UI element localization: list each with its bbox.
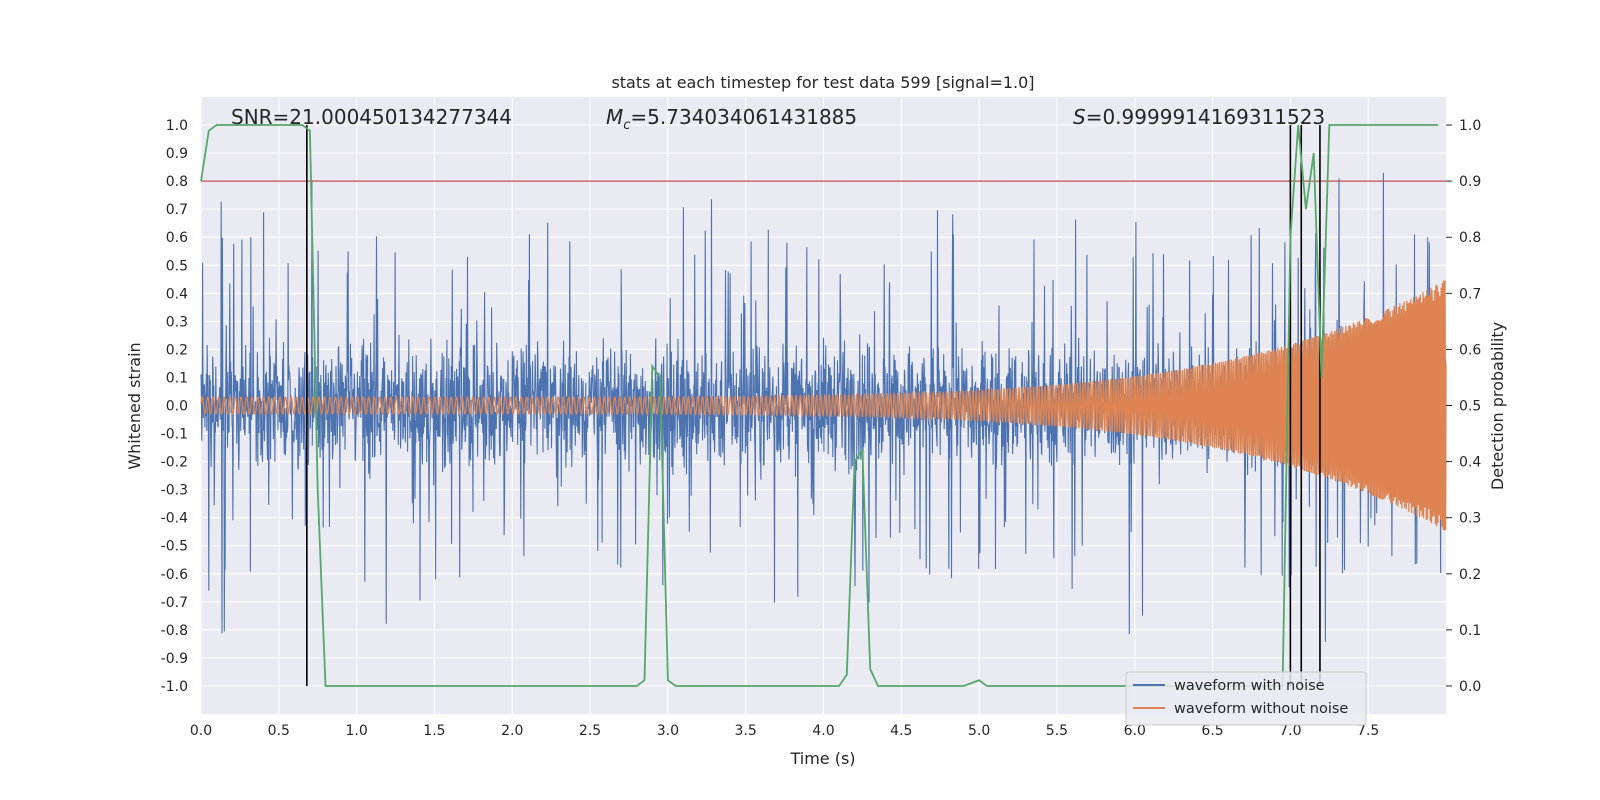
y-tick-label: 0.6 xyxy=(166,230,188,246)
y-tick-label: 0.3 xyxy=(166,314,188,330)
x-tick-label: 1.0 xyxy=(345,723,367,739)
y-tick-label: 0.7 xyxy=(166,202,188,218)
y-tick-label: -0.6 xyxy=(161,567,188,583)
y2-tick-label: 0.3 xyxy=(1459,511,1481,527)
x-tick-label: 1.5 xyxy=(423,723,445,739)
y-axis-ticks: 1.0 0.9 0.8 0.7 0.6 0.5 0.4 0.3 0.2 0.1 0.0 -0.1 -0.… xyxy=(161,118,188,695)
x-tick-label: 3.5 xyxy=(735,723,757,739)
x-tick-label: 2.0 xyxy=(501,723,523,739)
series-detection-probability xyxy=(200,124,1439,687)
x-axis-label: Time (s) xyxy=(789,749,855,768)
y2-tick-label: 0.9 xyxy=(1459,174,1481,190)
x-tick-label: 0.5 xyxy=(268,723,290,739)
y-tick-label: -0.8 xyxy=(161,623,188,639)
y-axis-label: Whitened strain xyxy=(125,342,144,469)
y-tick-label: -1.0 xyxy=(161,679,188,695)
legend-label-noise: waveform with noise xyxy=(1174,678,1325,694)
y-tick-label: -0.1 xyxy=(161,427,188,443)
s-symbol: S xyxy=(1073,105,1086,129)
y2-tick-label: 0.0 xyxy=(1459,679,1481,695)
x-tick-label: 7.0 xyxy=(1279,723,1301,739)
score-annotation: S=0.9999914169311523 xyxy=(1073,105,1325,129)
y2-axis-label: Detection probability xyxy=(1488,322,1507,490)
y2-tick-label: 0.5 xyxy=(1459,399,1481,415)
x-tick-label: 4.5 xyxy=(890,723,912,739)
mc-value: =5.734034061431885 xyxy=(630,105,857,129)
y-tick-label: -0.2 xyxy=(161,455,188,471)
y-tick-label: 0.1 xyxy=(166,370,188,386)
y2-tick-label: 0.7 xyxy=(1459,286,1481,302)
y-tick-label: 0.4 xyxy=(166,286,188,302)
x-tick-label: 6.0 xyxy=(1124,723,1146,739)
detection-markers xyxy=(306,125,1321,686)
snr-annotation: SNR=21.000450134277344 xyxy=(231,105,512,129)
mc-symbol: M xyxy=(606,105,623,129)
x-tick-label: 7.5 xyxy=(1357,723,1379,739)
s-value: =0.9999914169311523 xyxy=(1086,105,1325,129)
y-tick-label: 0.0 xyxy=(166,399,188,415)
x-tick-label: 5.0 xyxy=(968,723,990,739)
x-tick-label: 5.5 xyxy=(1046,723,1068,739)
y2-tick-label: 1.0 xyxy=(1459,118,1481,134)
mc-subscript: c xyxy=(623,118,630,133)
y-tick-label: -0.4 xyxy=(161,511,188,527)
chart-title: stats at each timestep for test data 599… xyxy=(611,73,1034,92)
y-tick-label: -0.7 xyxy=(161,595,188,611)
y2-tick-label: 0.1 xyxy=(1459,623,1481,639)
legend: waveform with noise waveform without noi… xyxy=(1125,671,1367,726)
y-tick-label: -0.9 xyxy=(161,651,188,667)
y-tick-label: 0.8 xyxy=(166,174,188,190)
y-tick-label: -0.5 xyxy=(161,539,188,555)
y2-tick-label: 0.4 xyxy=(1459,455,1481,471)
x-tick-label: 0.0 xyxy=(190,723,212,739)
x-tick-label: 2.5 xyxy=(579,723,601,739)
chirp-mass-annotation: Mc=5.734034061431885 xyxy=(606,105,857,133)
x-tick-label: 4.0 xyxy=(812,723,834,739)
y-tick-label: 0.2 xyxy=(166,342,188,358)
x-tick-label: 6.5 xyxy=(1201,723,1223,739)
legend-label-clean: waveform without noise xyxy=(1174,701,1348,717)
y2-tick-label: 0.6 xyxy=(1459,342,1481,358)
series-waveform-without-noise xyxy=(200,280,1447,531)
x-axis-ticks: 0.0 0.5 1.0 1.5 2.0 2.5 3.0 3.5 4.0 4.5 5.0 5.5 6.0 6… xyxy=(190,723,1379,739)
x-tick-label: 3.0 xyxy=(657,723,679,739)
y2-axis-ticks: 1.0 0.9 0.8 0.7 0.6 0.5 0.4 0.3 0.2 0.1 0.0 xyxy=(1446,118,1481,695)
chirp-trace xyxy=(200,280,1447,531)
y-tick-label: 0.9 xyxy=(166,146,188,162)
y2-tick-label: 0.2 xyxy=(1459,567,1481,583)
y-tick-label: -0.3 xyxy=(161,483,188,499)
probability-line xyxy=(200,124,1439,687)
legend-box xyxy=(1125,671,1367,726)
y-tick-label: 1.0 xyxy=(166,118,188,134)
y-tick-label: 0.5 xyxy=(166,258,188,274)
y2-tick-label: 0.8 xyxy=(1459,230,1481,246)
